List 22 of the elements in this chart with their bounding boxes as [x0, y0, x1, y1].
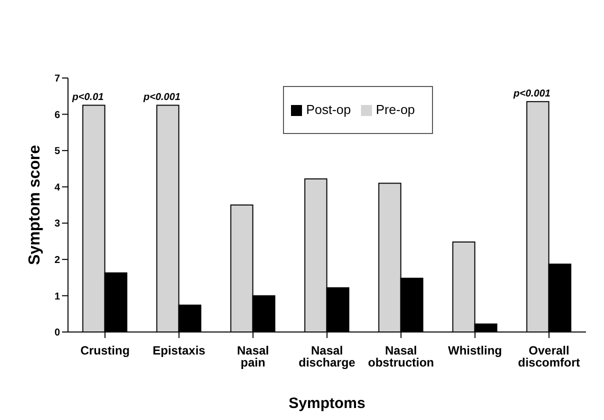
x-tick-label: Overall discomfort — [518, 344, 580, 370]
x-tick-label: Nasal pain — [236, 344, 270, 370]
legend-label: Post-op — [306, 102, 351, 117]
y-tick-label: 0 — [54, 328, 60, 339]
x-tick-label: Crusting — [80, 344, 130, 358]
legend-label: Pre-op — [376, 102, 415, 117]
y-axis-title: Symptom score — [26, 144, 44, 266]
x-tick-label: Nasal obstruction — [368, 344, 434, 370]
y-tick-label: 6 — [54, 110, 60, 121]
y-tick-label: 4 — [54, 182, 60, 194]
x-tick-label: Whistling — [448, 344, 502, 358]
annotation: p<0.01 — [71, 92, 104, 104]
y-tick-label: 1 — [54, 291, 60, 302]
x-tick-label: Nasal discharge — [298, 344, 356, 370]
x-axis-title: Symptoms — [288, 395, 366, 412]
y-tick-label: 3 — [54, 218, 60, 230]
y-tick-label: 5 — [54, 146, 60, 158]
annotation: p<0.001 — [512, 88, 551, 100]
y-tick-label: 2 — [54, 254, 60, 266]
y-tick-label: 7 — [54, 74, 60, 85]
x-tick-label: Epistaxis — [152, 344, 206, 358]
annotation: p<0.001 — [142, 92, 181, 104]
